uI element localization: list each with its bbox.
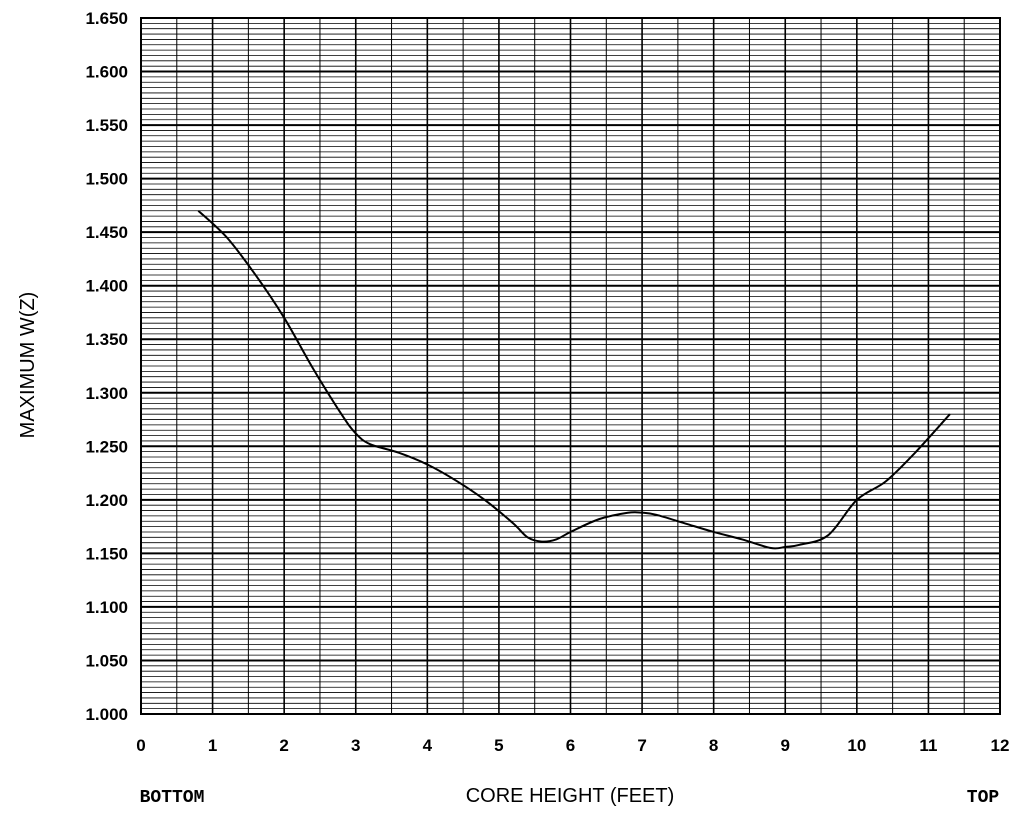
x-tick-label: 1 — [208, 736, 217, 755]
y-tick-labels: 1.000 1.050 1.100 1.150 1.200 1.250 1.300 1.350… — [85, 9, 128, 724]
x-tick-label: 10 — [847, 736, 866, 755]
y-tick-label: 1.650 — [85, 9, 128, 28]
y-tick-label: 1.500 — [85, 170, 128, 189]
x-tick-label: 4 — [423, 736, 433, 755]
y-axis-title: MAXIMUM W(Z) — [17, 292, 39, 439]
y-tick-label: 1.600 — [85, 63, 128, 82]
x-tick-label: 8 — [709, 736, 718, 755]
x-tick-label: 3 — [351, 736, 360, 755]
x-tick-label: 11 — [919, 736, 937, 755]
x-axis-title: CORE HEIGHT (FEET) — [466, 785, 675, 807]
x-tick-label: 2 — [279, 736, 288, 755]
y-tick-label: 1.000 — [85, 705, 128, 724]
y-tick-label: 1.150 — [85, 544, 128, 563]
y-tick-label: 1.400 — [85, 277, 128, 296]
y-tick-label: 1.250 — [85, 437, 128, 456]
y-tick-label: 1.450 — [85, 223, 128, 242]
y-tick-label: 1.100 — [85, 598, 128, 617]
series-line — [197, 210, 951, 550]
x-tick-label: 7 — [637, 736, 646, 755]
x-tick-labels: 0 1 2 3 4 5 6 7 8 9 10 11 12 — [136, 736, 1009, 755]
x-tick-label: 6 — [566, 736, 575, 755]
y-tick-label: 1.300 — [85, 384, 128, 403]
plot-frame — [140, 17, 1001, 715]
x-tick-label: 5 — [494, 736, 503, 755]
y-tick-label: 1.050 — [85, 651, 128, 670]
x-tick-label: 12 — [991, 736, 1010, 755]
y-tick-label: 1.350 — [85, 330, 128, 349]
grid — [140, 17, 1001, 715]
y-tick-label: 1.200 — [85, 491, 128, 510]
y-tick-label: 1.550 — [85, 116, 128, 135]
x-end-label-top: TOP — [967, 788, 1000, 808]
x-end-label-bottom: BOTTOM — [140, 788, 205, 808]
x-tick-label: 0 — [136, 736, 145, 755]
x-tick-label: 9 — [781, 736, 790, 755]
